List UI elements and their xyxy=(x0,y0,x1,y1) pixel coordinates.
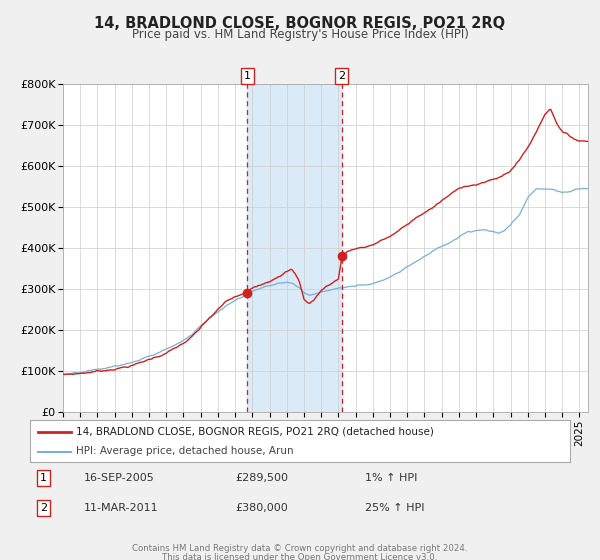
Text: 14, BRADLOND CLOSE, BOGNOR REGIS, PO21 2RQ (detached house): 14, BRADLOND CLOSE, BOGNOR REGIS, PO21 2… xyxy=(76,427,434,437)
Text: 1: 1 xyxy=(244,71,251,81)
Text: 16-SEP-2005: 16-SEP-2005 xyxy=(84,473,155,483)
Text: This data is licensed under the Open Government Licence v3.0.: This data is licensed under the Open Gov… xyxy=(163,553,437,560)
Text: 11-MAR-2011: 11-MAR-2011 xyxy=(84,503,158,513)
Text: 14, BRADLOND CLOSE, BOGNOR REGIS, PO21 2RQ: 14, BRADLOND CLOSE, BOGNOR REGIS, PO21 2… xyxy=(94,16,506,31)
Text: Contains HM Land Registry data © Crown copyright and database right 2024.: Contains HM Land Registry data © Crown c… xyxy=(132,544,468,553)
Text: Price paid vs. HM Land Registry's House Price Index (HPI): Price paid vs. HM Land Registry's House … xyxy=(131,28,469,41)
Text: £289,500: £289,500 xyxy=(235,473,288,483)
Text: 1: 1 xyxy=(40,473,47,483)
Text: 25% ↑ HPI: 25% ↑ HPI xyxy=(365,503,424,513)
Text: 2: 2 xyxy=(40,503,47,513)
Text: 1% ↑ HPI: 1% ↑ HPI xyxy=(365,473,417,483)
Bar xyxy=(247,84,341,412)
Text: £380,000: £380,000 xyxy=(235,503,288,513)
Text: HPI: Average price, detached house, Arun: HPI: Average price, detached house, Arun xyxy=(76,446,293,456)
Text: 2: 2 xyxy=(338,71,345,81)
